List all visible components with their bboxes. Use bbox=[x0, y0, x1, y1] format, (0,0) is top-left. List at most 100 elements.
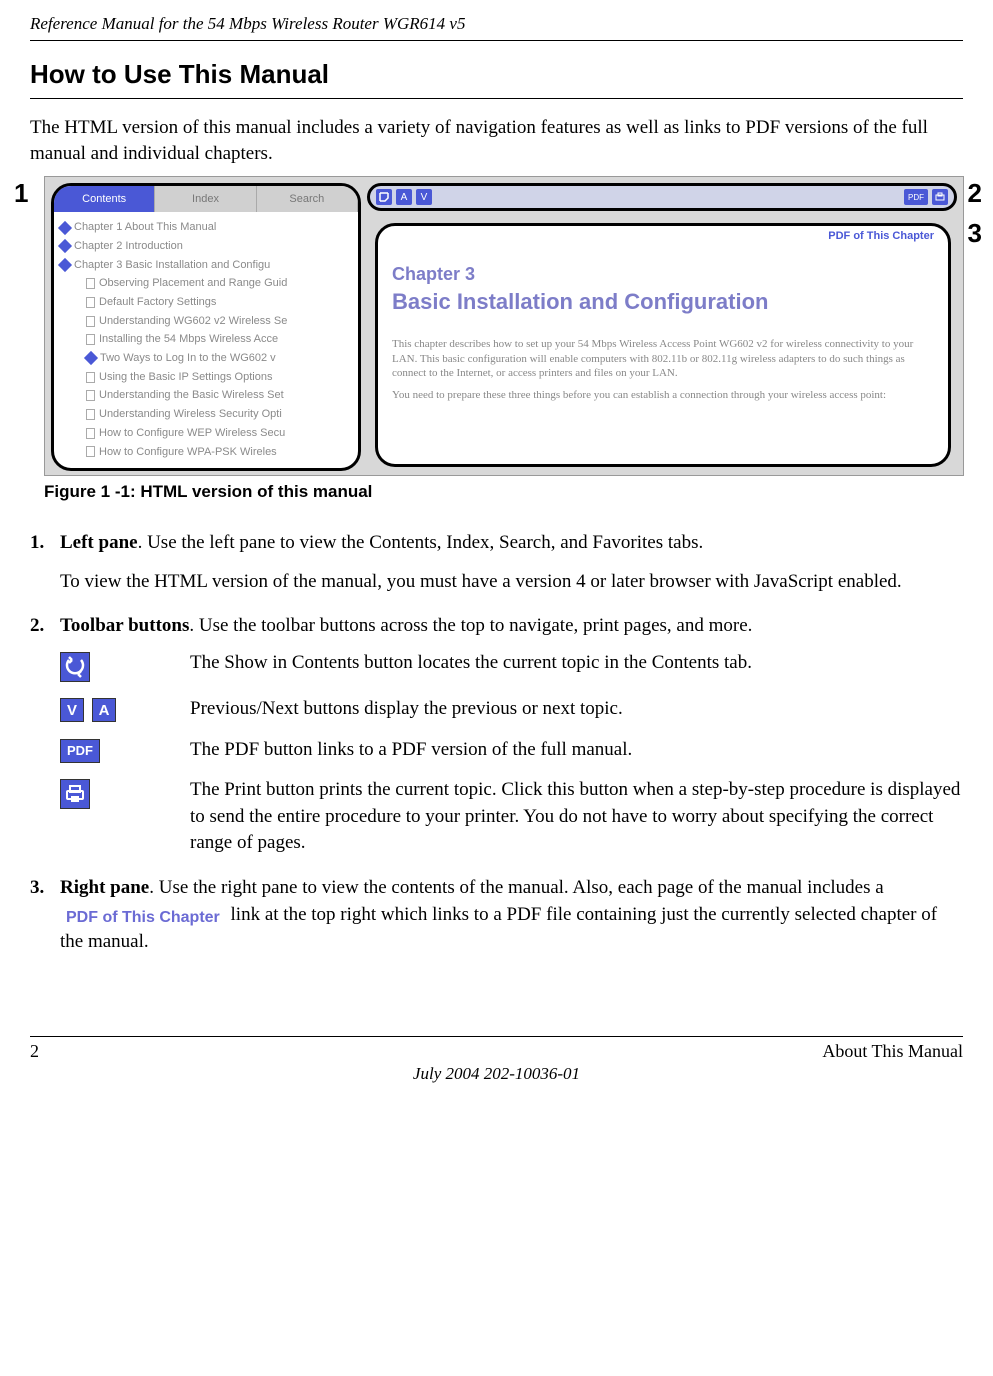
tab-index[interactable]: Index bbox=[155, 186, 256, 212]
tree-label: Understanding WG602 v2 Wireless Se bbox=[99, 312, 287, 331]
figure-1-1: 1 2 3 Contents Index Search Chapter 1 Ab… bbox=[30, 176, 960, 476]
item3-bold: Right pane bbox=[60, 877, 149, 898]
chapter-heading: Chapter 3 Basic Installation and Configu… bbox=[392, 264, 934, 315]
tree-label: Using the Basic IP Settings Options bbox=[99, 368, 272, 387]
icon-desc: The Show in Contents button locates the … bbox=[190, 650, 963, 677]
book-icon bbox=[58, 258, 72, 272]
numbered-list: Left pane. Use the left pane to view the… bbox=[30, 530, 963, 955]
icon-desc: The Print button prints the current topi… bbox=[190, 777, 963, 857]
page-icon bbox=[86, 446, 95, 457]
item1-bold: Left pane bbox=[60, 532, 138, 553]
tree-label: Installing the 54 Mbps Wireless Acce bbox=[99, 330, 278, 349]
tree-label: Chapter 1 About This Manual bbox=[74, 218, 216, 237]
chapter-title: Basic Installation and Configuration bbox=[392, 289, 934, 315]
annotation-1: 1 bbox=[14, 178, 28, 209]
book-icon bbox=[58, 239, 72, 253]
icon-desc: The PDF button links to a PDF version of… bbox=[190, 737, 963, 764]
tree-subitem[interactable]: Using the Basic IP Settings Options bbox=[60, 368, 354, 387]
pdf-of-chapter-link[interactable]: PDF of This Chapter bbox=[828, 230, 934, 242]
print-icon[interactable] bbox=[932, 189, 948, 205]
icon-row-print: The Print button prints the current topi… bbox=[60, 777, 963, 857]
tab-search[interactable]: Search bbox=[257, 186, 358, 212]
tabs-row: Contents Index Search bbox=[54, 186, 358, 212]
page-icon bbox=[86, 390, 95, 401]
next-icon[interactable]: A bbox=[396, 189, 412, 205]
chapter-body: This chapter describes how to set up you… bbox=[392, 337, 934, 402]
icon-cell bbox=[60, 777, 190, 809]
tab-contents[interactable]: Contents bbox=[54, 186, 155, 212]
icon-cell bbox=[60, 650, 190, 682]
tree-subitem[interactable]: Two Ways to Log In to the WG602 v bbox=[60, 349, 354, 368]
prev-icon[interactable]: V bbox=[60, 698, 84, 722]
tree-subitem[interactable]: Understanding Wireless Security Opti bbox=[60, 405, 354, 424]
page-icon bbox=[86, 316, 95, 327]
running-header: Reference Manual for the 54 Mbps Wireles… bbox=[30, 0, 963, 41]
next-icon[interactable]: A bbox=[92, 698, 116, 722]
tree-subitem[interactable]: Installing the 54 Mbps Wireless Acce bbox=[60, 330, 354, 349]
tree-subitem[interactable]: How to Configure WEP Wireless Secu bbox=[60, 424, 354, 443]
show-in-contents-icon[interactable] bbox=[376, 189, 392, 205]
toolbar-callout: A V PDF bbox=[367, 183, 957, 211]
page-icon bbox=[86, 334, 95, 345]
pdf-icon[interactable]: PDF bbox=[904, 189, 928, 205]
list-item-3: Right pane. Use the right pane to view t… bbox=[30, 875, 963, 956]
tree-label: Two Ways to Log In to the WG602 v bbox=[100, 349, 276, 368]
tree-label: How to Configure WPA-PSK Wireles bbox=[99, 443, 277, 462]
page-icon bbox=[86, 409, 95, 420]
inline-pdf-link[interactable]: PDF of This Chapter bbox=[60, 907, 226, 929]
icon-row-contents: The Show in Contents button locates the … bbox=[60, 650, 963, 682]
tree-subitem[interactable]: How to Configure WPA-PSK Wireles bbox=[60, 443, 354, 462]
print-icon[interactable] bbox=[60, 779, 90, 809]
figure-caption: Figure 1 -1: HTML version of this manual bbox=[44, 482, 963, 502]
item2-rest: . Use the toolbar buttons across the top… bbox=[189, 615, 752, 636]
list-item-1: Left pane. Use the left pane to view the… bbox=[30, 530, 963, 595]
page-icon bbox=[86, 372, 95, 383]
item1-sub: To view the HTML version of the manual, … bbox=[60, 569, 963, 596]
show-in-contents-icon[interactable] bbox=[60, 652, 90, 682]
annotation-3: 3 bbox=[968, 218, 982, 249]
icon-row-pdf: PDF The PDF button links to a PDF versio… bbox=[60, 737, 963, 764]
right-pane-callout: PDF of This Chapter Chapter 3 Basic Inst… bbox=[375, 223, 951, 467]
pdf-icon[interactable]: PDF bbox=[60, 739, 100, 763]
list-item-2: Toolbar buttons. Use the toolbar buttons… bbox=[30, 613, 963, 857]
annotation-2: 2 bbox=[968, 178, 982, 209]
tree-subitem[interactable]: Observing Placement and Range Guid bbox=[60, 274, 354, 293]
book-icon bbox=[58, 221, 72, 235]
icon-cell: V A bbox=[60, 696, 190, 722]
tree-label: Chapter 2 Introduction bbox=[74, 237, 183, 256]
chapter-para-2: You need to prepare these three things b… bbox=[392, 388, 934, 402]
icon-table: The Show in Contents button locates the … bbox=[60, 650, 963, 857]
page-icon bbox=[86, 278, 95, 289]
prev-icon[interactable]: V bbox=[416, 189, 432, 205]
chapter-para-1: This chapter describes how to set up you… bbox=[392, 337, 934, 380]
screenshot-container: Contents Index Search Chapter 1 About Th… bbox=[44, 176, 964, 476]
contents-tree: Chapter 1 About This Manual Chapter 2 In… bbox=[54, 212, 358, 461]
tree-item[interactable]: Chapter 1 About This Manual bbox=[60, 218, 354, 237]
tree-subitem[interactable]: Understanding the Basic Wireless Set bbox=[60, 386, 354, 405]
left-pane-callout: Contents Index Search Chapter 1 About Th… bbox=[51, 183, 361, 471]
item1-rest: . Use the left pane to view the Contents… bbox=[138, 532, 704, 553]
tree-label: Default Factory Settings bbox=[99, 293, 216, 312]
tree-item[interactable]: Chapter 2 Introduction bbox=[60, 237, 354, 256]
chapter-number: Chapter 3 bbox=[392, 264, 934, 285]
page-number: 2 bbox=[30, 1041, 39, 1062]
icon-desc: Previous/Next buttons display the previo… bbox=[190, 696, 963, 723]
intro-paragraph: The HTML version of this manual includes… bbox=[30, 115, 963, 166]
page-footer: 2 About This Manual bbox=[30, 1036, 963, 1062]
tree-item[interactable]: Chapter 3 Basic Installation and Configu bbox=[60, 256, 354, 275]
tree-subitem[interactable]: Default Factory Settings bbox=[60, 293, 354, 312]
tree-label: Understanding the Basic Wireless Set bbox=[99, 386, 284, 405]
item3-part1: . Use the right pane to view the content… bbox=[149, 877, 883, 898]
page-icon bbox=[86, 428, 95, 439]
tree-label: Observing Placement and Range Guid bbox=[99, 274, 287, 293]
footer-center: July 2004 202-10036-01 bbox=[30, 1064, 963, 1084]
item2-bold: Toolbar buttons bbox=[60, 615, 189, 636]
page-icon bbox=[86, 297, 95, 308]
section-title: How to Use This Manual bbox=[30, 59, 963, 99]
book-icon bbox=[84, 351, 98, 365]
footer-right: About This Manual bbox=[822, 1041, 963, 1062]
tree-label: How to Configure WEP Wireless Secu bbox=[99, 424, 285, 443]
tree-subitem[interactable]: Understanding WG602 v2 Wireless Se bbox=[60, 312, 354, 331]
icon-cell: PDF bbox=[60, 737, 190, 763]
tree-label: Understanding Wireless Security Opti bbox=[99, 405, 282, 424]
